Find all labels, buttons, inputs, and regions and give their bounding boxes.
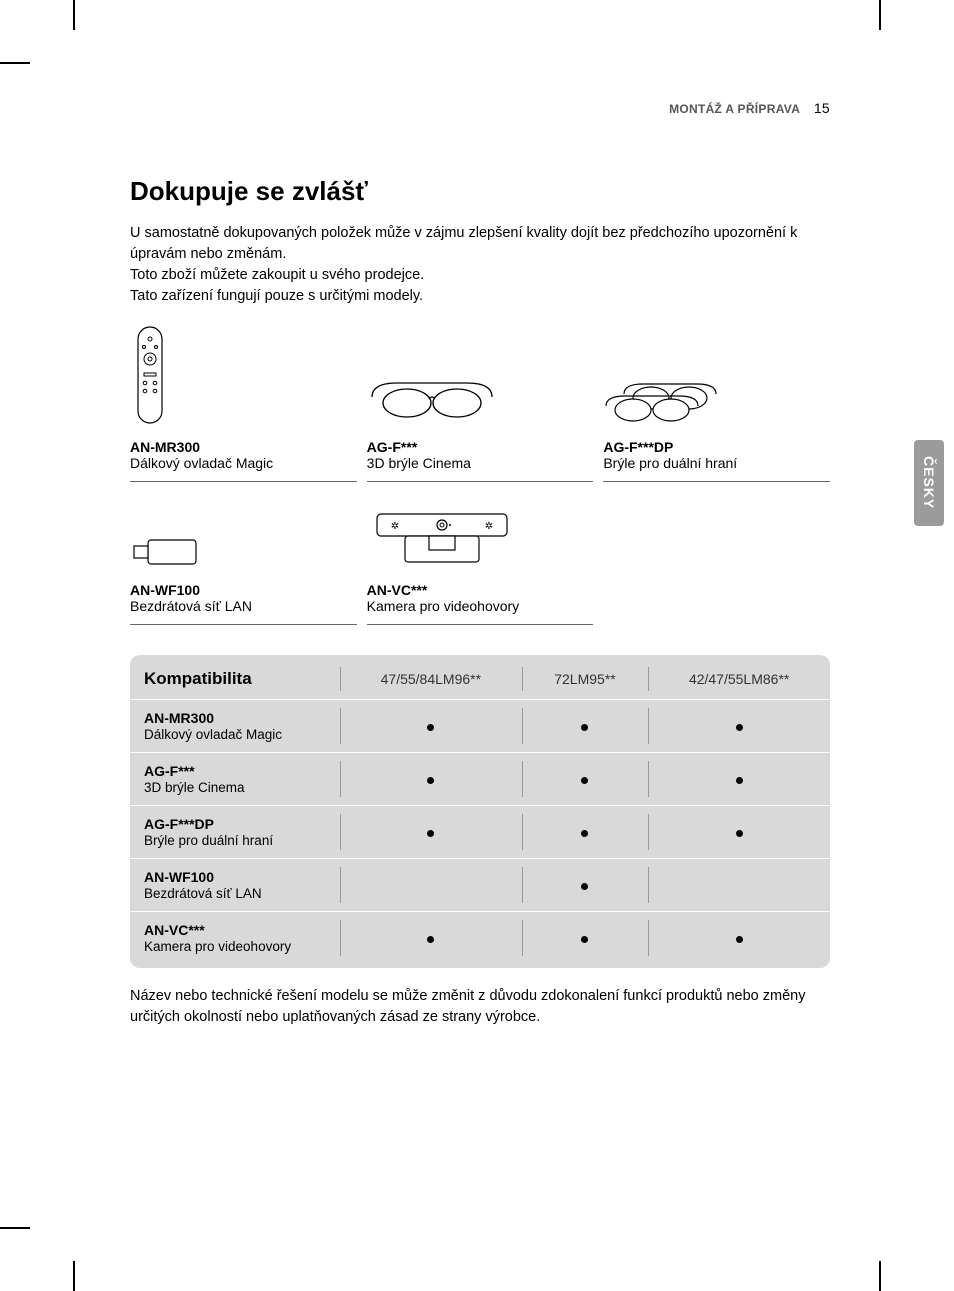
table-cell: [340, 912, 522, 965]
dongle-icon: [130, 506, 357, 576]
row-desc: Kamera pro videohovory: [144, 939, 291, 954]
dot-icon: [581, 883, 588, 890]
accessory-item: AN-MR300 Dálkový ovladač Magic: [130, 325, 357, 482]
crop-mark: [73, 1261, 75, 1291]
table-cell: [340, 806, 522, 859]
section-name: MONTÁŽ A PŘÍPRAVA: [669, 102, 800, 116]
table-cell: [340, 753, 522, 806]
dot-icon: [427, 830, 434, 837]
accessory-item: AG-F*** 3D brýle Cinema: [367, 325, 594, 482]
dot-icon: [736, 777, 743, 784]
table-cell: [648, 700, 830, 753]
camera-icon: ✲ ✲: [367, 506, 594, 576]
row-code: AN-VC***: [144, 922, 326, 938]
page-content: MONTÁŽ A PŘÍPRAVA 15 Dokupuje se zvlášť …: [130, 100, 830, 1028]
dot-icon: [736, 830, 743, 837]
page-title: Dokupuje se zvlášť: [130, 176, 830, 207]
row-desc: 3D brýle Cinema: [144, 780, 245, 795]
svg-text:✲: ✲: [390, 521, 398, 532]
accessory-item: AN-WF100 Bezdrátová síť LAN: [130, 506, 357, 625]
svg-text:✲: ✲: [484, 521, 492, 532]
accessory-desc: Dálkový ovladač Magic: [130, 455, 357, 471]
accessory-desc: Bezdrátová síť LAN: [130, 598, 357, 614]
row-desc: Dálkový ovladač Magic: [144, 727, 282, 742]
accessory-code: AG-F***: [367, 439, 594, 455]
page-number: 15: [814, 100, 830, 116]
table-cell: [522, 753, 649, 806]
table-row: AG-F***3D brýle Cinema: [130, 753, 830, 806]
table-col: 42/47/55LM86**: [648, 659, 830, 700]
accessory-desc: Kamera pro videohovory: [367, 598, 594, 614]
dot-icon: [427, 724, 434, 731]
row-code: AN-WF100: [144, 869, 326, 885]
row-code: AG-F***: [144, 763, 326, 779]
table-row: AG-F***DPBrýle pro duální hraní: [130, 806, 830, 859]
dot-icon: [581, 724, 588, 731]
dot-icon: [581, 830, 588, 837]
table-cell: [648, 753, 830, 806]
crop-mark: [879, 1261, 881, 1291]
crop-mark: [73, 0, 75, 30]
row-code: AG-F***DP: [144, 816, 326, 832]
table-cell: [648, 859, 830, 912]
accessory-code: AG-F***DP: [603, 439, 830, 455]
row-desc: Brýle pro duální hraní: [144, 833, 273, 848]
footnote: Název nebo technické řešení modelu se mů…: [130, 986, 830, 1028]
glasses-pair-icon: [603, 325, 830, 433]
accessory-item: ✲ ✲ AN-VC*** Kamera pro videohovory: [367, 506, 594, 625]
dot-icon: [427, 777, 434, 784]
accessory-code: AN-WF100: [130, 582, 357, 598]
intro-text: U samostatně dokupovaných položek může v…: [130, 223, 830, 307]
dot-icon: [581, 936, 588, 943]
accessory-code: AN-MR300: [130, 439, 357, 455]
table-header-title: Kompatibilita: [130, 659, 340, 700]
dot-icon: [581, 777, 588, 784]
accessory-item: AG-F***DP Brýle pro duální hraní: [603, 325, 830, 482]
accessory-code: AN-VC***: [367, 582, 594, 598]
row-desc: Bezdrátová síť LAN: [144, 886, 262, 901]
table-cell: [522, 912, 649, 965]
table-cell: [340, 859, 522, 912]
accessory-grid: AN-MR300 Dálkový ovladač Magic AG-F*** 3…: [130, 325, 830, 625]
table-cell: [522, 806, 649, 859]
table-row: AN-MR300Dálkový ovladač Magic: [130, 700, 830, 753]
table-col: 47/55/84LM96**: [340, 659, 522, 700]
dot-icon: [736, 724, 743, 731]
table-cell: [648, 912, 830, 965]
crop-mark: [0, 1227, 30, 1229]
table-col: 72LM95**: [522, 659, 649, 700]
crop-mark: [879, 0, 881, 30]
language-tab: ČESKY: [914, 440, 944, 526]
compatibility-table: Kompatibilita 47/55/84LM96** 72LM95** 42…: [130, 655, 830, 968]
remote-icon: [130, 325, 357, 433]
row-code: AN-MR300: [144, 710, 326, 726]
table-cell: [522, 859, 649, 912]
intro-line: Tato zařízení fungují pouze s určitými m…: [130, 286, 830, 307]
table-row: AN-VC***Kamera pro videohovory: [130, 912, 830, 965]
accessory-desc: 3D brýle Cinema: [367, 455, 594, 471]
dot-icon: [427, 936, 434, 943]
language-tab-label: ČESKY: [921, 456, 937, 509]
table-row: AN-WF100Bezdrátová síť LAN: [130, 859, 830, 912]
accessory-desc: Brýle pro duální hraní: [603, 455, 830, 471]
crop-mark: [0, 62, 30, 64]
running-header: MONTÁŽ A PŘÍPRAVA 15: [130, 100, 830, 116]
dot-icon: [736, 936, 743, 943]
table-cell: [522, 700, 649, 753]
intro-line: Toto zboží můžete zakoupit u svého prode…: [130, 265, 830, 286]
table-cell: [648, 806, 830, 859]
glasses-icon: [367, 325, 594, 433]
table-cell: [340, 700, 522, 753]
intro-line: U samostatně dokupovaných položek může v…: [130, 223, 830, 265]
